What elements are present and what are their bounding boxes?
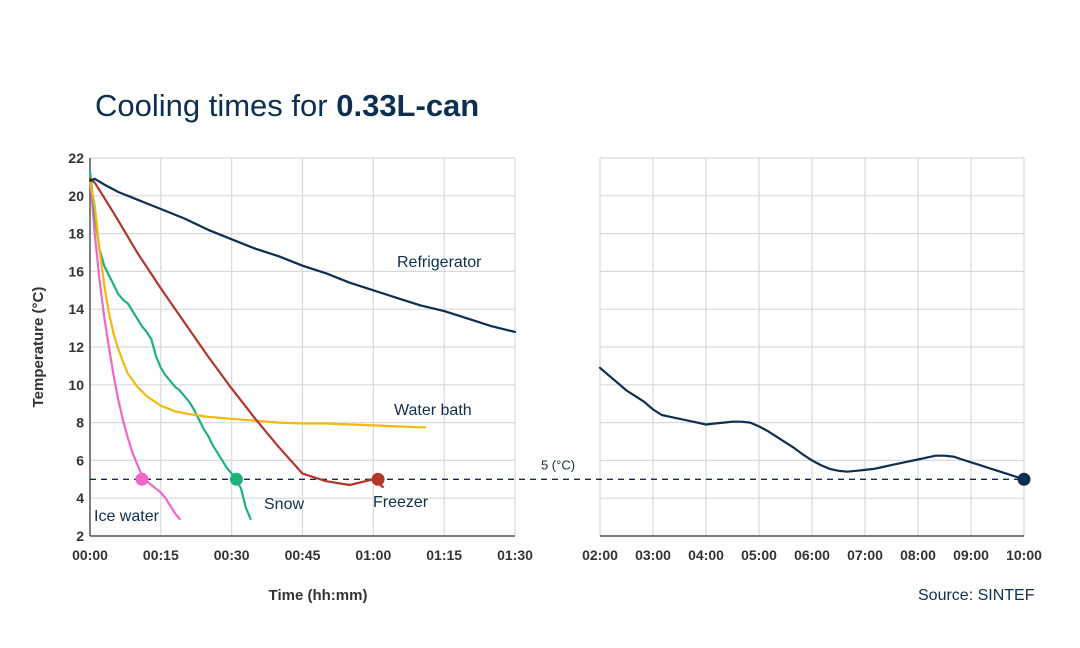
y-tick-label: 20: [68, 188, 84, 204]
y-tick-label: 8: [76, 415, 84, 431]
refrigerator-line: [598, 366, 1026, 481]
y-tick-label: 14: [68, 301, 84, 317]
ice-water-line: [88, 175, 181, 521]
snow-label: Snow: [264, 496, 304, 513]
x-tick-label: 01:15: [426, 547, 462, 563]
x-tick-label: 02:00: [582, 547, 618, 563]
y-tick-label: 6: [76, 452, 84, 468]
title-bold: 0.33L-can: [336, 88, 480, 123]
x-tick-label: 09:00: [953, 547, 989, 563]
x-tick-label: 00:30: [214, 547, 250, 563]
y-axis-label: Temperature (°C): [30, 287, 47, 408]
y-tick-label: 2: [76, 528, 84, 544]
y-tick-label: 12: [68, 339, 84, 355]
x-tick-label: 04:00: [688, 547, 724, 563]
x-axis-label: Time (hh:mm): [269, 587, 368, 604]
snow-line: [88, 170, 252, 521]
y-tick-label: 4: [76, 490, 84, 506]
freezer-line: [88, 177, 384, 488]
x-tick-label: 01:00: [355, 547, 391, 563]
ice-water-marker: [135, 472, 149, 486]
snow-marker: [229, 472, 243, 486]
x-tick-label: 00:15: [143, 547, 179, 563]
chart-title: Cooling times for 0.33L-can: [95, 88, 479, 124]
freezer-marker: [371, 472, 385, 486]
x-tick-label: 00:45: [285, 547, 321, 563]
water-bath-label: Water bath: [394, 402, 472, 419]
source-note: Source: SINTEF: [918, 587, 1035, 604]
x-tick-label: 10:00: [1006, 547, 1042, 563]
x-tick-label: 01:30: [497, 547, 533, 563]
x-tick-label: 08:00: [900, 547, 936, 563]
reference-line-label: 5 (°C): [541, 457, 575, 472]
refrigerator-line: [88, 177, 517, 333]
ice-water-label: Ice water: [94, 508, 160, 525]
y-tick-label: 18: [68, 226, 84, 242]
x-tick-label: 06:00: [794, 547, 830, 563]
refrigerator-label: Refrigerator: [397, 254, 482, 271]
refrigerator-marker: [1017, 472, 1031, 486]
freezer-label: Freezer: [373, 494, 429, 511]
x-tick-label: 00:00: [72, 547, 108, 563]
x-tick-label: 03:00: [635, 547, 671, 563]
y-tick-label: 22: [68, 150, 84, 166]
title-prefix: Cooling times for: [95, 88, 337, 123]
y-tick-label: 10: [68, 377, 84, 393]
y-tick-label: 16: [68, 263, 84, 279]
x-tick-label: 05:00: [741, 547, 777, 563]
water-bath-line: [88, 179, 427, 429]
x-tick-label: 07:00: [847, 547, 883, 563]
